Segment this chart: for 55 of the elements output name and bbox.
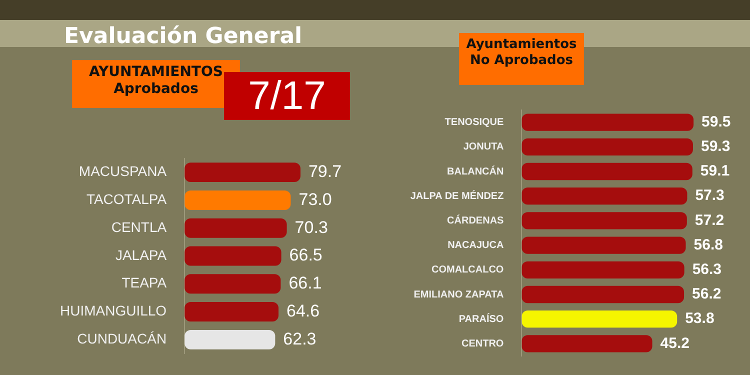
- data-label: 56.8: [694, 236, 723, 254]
- chart-title: Ayuntamientos No Aprobados: [459, 33, 584, 85]
- bar: [522, 261, 684, 278]
- y-tick-label: CENTRO: [461, 338, 504, 350]
- bar: [522, 335, 652, 352]
- y-tick-label: TACOTALPA: [86, 191, 168, 208]
- data-label: 56.2: [692, 286, 722, 303]
- data-label: 64.6: [286, 301, 320, 320]
- y-tick-label: JALPA DE MÉNDEZ: [410, 190, 504, 202]
- y-tick-label: CÁRDENAS: [447, 214, 504, 226]
- y-tick-label: HUIMANGUILLO: [60, 302, 167, 319]
- bar: [184, 218, 287, 238]
- data-label: 59.1: [700, 162, 730, 180]
- y-tick-label: NACAJUCA: [448, 240, 504, 252]
- data-label: 59.5: [702, 113, 731, 130]
- y-tick-label: CUNDUACÁN: [77, 330, 167, 347]
- bar: [522, 236, 686, 254]
- bar: [184, 246, 282, 266]
- data-label: 53.8: [685, 310, 714, 328]
- text: 7/17: [224, 72, 350, 120]
- data-label: 79.7: [308, 162, 342, 182]
- bar: [522, 138, 693, 156]
- bar: [522, 188, 688, 205]
- bar: [522, 310, 678, 328]
- y-tick-label: JALAPA: [115, 246, 168, 263]
- bar: [184, 302, 279, 322]
- y-tick-label: CENTLA: [111, 218, 168, 235]
- data-label: 56.3: [692, 261, 722, 278]
- chart-subtitle: AYUNTAMIENTOS Aprobados: [72, 60, 240, 108]
- bar: [184, 190, 291, 210]
- y-tick-label: JONUTA: [463, 142, 504, 153]
- y-tick-label: COMALCALCO: [431, 264, 504, 276]
- y-tick-label: TENOSIQUE: [444, 117, 504, 128]
- y-tick-label: PARAÍSO: [458, 312, 504, 325]
- y-tick-label: BALANCÁN: [447, 165, 504, 178]
- data-label: 70.3: [294, 218, 328, 237]
- data-label: 66.1: [288, 274, 322, 293]
- bar: [184, 274, 281, 294]
- data-label: 73.0: [298, 190, 332, 209]
- y-tick-label: EMILIANO ZAPATA: [414, 289, 504, 300]
- data-label: 66.5: [289, 246, 322, 265]
- bar: [522, 162, 692, 180]
- data-label: 45.2: [660, 334, 690, 352]
- chart-title: Evaluación General: [64, 24, 302, 49]
- data-label: 59.3: [700, 138, 730, 156]
- y-tick-label: TEAPA: [122, 274, 168, 291]
- bar: [522, 286, 684, 304]
- bar: [184, 330, 276, 350]
- bar: [522, 114, 694, 131]
- bar: [522, 212, 687, 230]
- data-label: 57.2: [694, 212, 724, 229]
- bar: [184, 162, 300, 182]
- data-label: 57.3: [695, 187, 724, 204]
- y-tick-label: MACUSPANA: [78, 163, 168, 180]
- data-label: 62.3: [283, 329, 316, 348]
